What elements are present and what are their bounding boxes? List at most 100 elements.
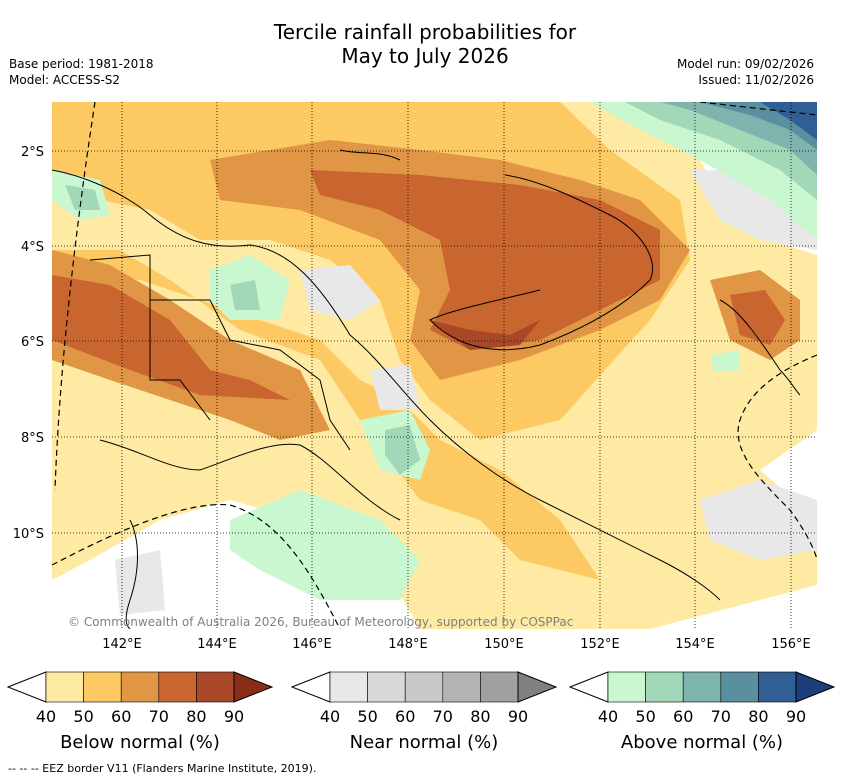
colorbar-tick: 60	[673, 707, 693, 726]
below-normal-90-core	[430, 320, 540, 350]
cape-york-coastline	[125, 519, 138, 629]
above-normal-50-south	[230, 490, 420, 600]
colorbar-tick: 80	[470, 707, 490, 726]
colorbar-tick: 60	[111, 707, 131, 726]
colorbar-tick: 50	[73, 707, 93, 726]
bougainville-coastline	[719, 299, 801, 396]
colorbar-tick: 80	[748, 707, 768, 726]
model-run: Model run: 09/02/2026	[676, 57, 814, 71]
lon-label: 152°E	[580, 637, 620, 652]
colorbar-tick: 40	[320, 707, 340, 726]
near-normal-center	[300, 265, 380, 320]
colorbar-segment	[196, 671, 235, 703]
near-normal-central-south	[370, 365, 420, 410]
lon-label: 150°E	[484, 637, 524, 652]
colorbar-tick: 90	[786, 707, 806, 726]
lon-label: 154°E	[675, 637, 715, 652]
below-normal-60-coast	[52, 250, 600, 580]
colorbar-tick: 50	[635, 707, 655, 726]
colorbar-label: Above normal (%)	[621, 732, 783, 753]
colorbar-min-triangle	[6, 671, 47, 703]
below-normal-80-west	[52, 275, 290, 400]
colorbar-segment	[158, 671, 197, 703]
colorbar-segment	[404, 671, 444, 703]
meta-left: Base period: 1981-2018 Model: ACCESS-S2	[9, 56, 154, 88]
eez-border-west	[54, 102, 96, 491]
colorbar-segment	[329, 671, 368, 703]
base-period: Base period: 1981-2018	[9, 57, 154, 71]
colorbar-tick: 50	[357, 707, 377, 726]
province-borders-2	[149, 300, 211, 421]
coastlines	[52, 149, 801, 629]
colorbar-tick: 80	[186, 707, 206, 726]
longitude-labels: 142°E 144°E 146°E 148°E 150°E 152°E 154°E 156°E	[102, 637, 811, 652]
lon-label: 156°E	[771, 637, 811, 652]
eez-border-east	[737, 354, 817, 561]
above-normal-60-west	[230, 280, 260, 310]
colorbar-segment	[120, 671, 160, 703]
model-name: Model: ACCESS-S2	[9, 73, 121, 87]
colorbar-segment	[45, 671, 84, 703]
lat-label: 6°S	[21, 335, 44, 350]
colorbar-tick: 40	[598, 707, 618, 726]
colorbar-label: Near normal (%)	[350, 732, 499, 753]
papua-south-coastline	[99, 439, 401, 521]
colorbar-tick: 90	[224, 707, 244, 726]
near-normal-southwest	[115, 550, 165, 615]
colorbar-tick: 90	[508, 707, 528, 726]
above-normal-90-northeast	[760, 102, 817, 140]
colorbar-segment	[83, 671, 122, 703]
province-borders	[89, 254, 351, 451]
png-south-coastline	[52, 169, 721, 601]
lon-label: 142°E	[102, 637, 142, 652]
copyright-notice: © Commonwealth of Australia 2026, Bureau…	[68, 615, 573, 629]
colorbar-tick: 70	[711, 707, 731, 726]
chart-title: Tercile rainfall probabilities for May t…	[0, 20, 850, 68]
colorbar-max-triangle	[517, 671, 558, 703]
colorbar-segment	[480, 671, 519, 703]
above-normal-50-east	[710, 350, 740, 372]
colorbar-tick: 60	[395, 707, 415, 726]
lat-label: 4°S	[21, 240, 44, 255]
issued-date: Issued: 11/02/2026	[698, 73, 814, 87]
colorbar-segment	[367, 671, 406, 703]
lat-label: 8°S	[21, 431, 44, 446]
colorbar-label: Below normal (%)	[60, 732, 220, 753]
below-normal-80-east	[730, 290, 785, 345]
colorbar-segment	[607, 671, 646, 703]
colorbar-segment	[720, 671, 759, 703]
colorbar-max-triangle	[795, 671, 836, 703]
colorbar-min-triangle	[290, 671, 331, 703]
colorbar-segment	[645, 671, 684, 703]
colorbar-segment	[682, 671, 722, 703]
near-normal-southeast	[700, 480, 817, 560]
lon-label: 144°E	[197, 637, 237, 652]
lat-label: 10°S	[13, 527, 44, 542]
colorbar-tick: 40	[36, 707, 56, 726]
eez-borders	[52, 102, 817, 629]
lon-label: 148°E	[388, 637, 428, 652]
colorbar-max-triangle	[233, 671, 274, 703]
meta-right: Model run: 09/02/2026 Issued: 11/02/2026	[677, 56, 814, 88]
above-normal-60-central	[385, 425, 420, 475]
new-britain-coastline	[429, 174, 654, 351]
above-normal-60-far-west	[65, 185, 100, 210]
colorbar-min-triangle	[568, 671, 609, 703]
colorbar-segment	[758, 671, 797, 703]
eez-footer-note: -- -- -- EEZ border V11 (Flanders Marine…	[8, 762, 317, 775]
lon-label: 146°E	[292, 637, 332, 652]
colorbar: 40 50 60 70 80 90 Near normal (%)	[290, 671, 558, 753]
colorbar-tick: 70	[149, 707, 169, 726]
gridlines	[52, 102, 817, 629]
map-panel: © Commonwealth of Australia 2026, Bureau…	[52, 102, 817, 629]
below-normal-80-png	[310, 170, 660, 350]
manus-coastline	[339, 149, 401, 161]
title-line-2: May to July 2026	[341, 44, 509, 68]
colorbar-segment	[442, 671, 481, 703]
lat-label: 2°S	[21, 145, 44, 160]
title-line-1: Tercile rainfall probabilities for	[273, 20, 577, 44]
